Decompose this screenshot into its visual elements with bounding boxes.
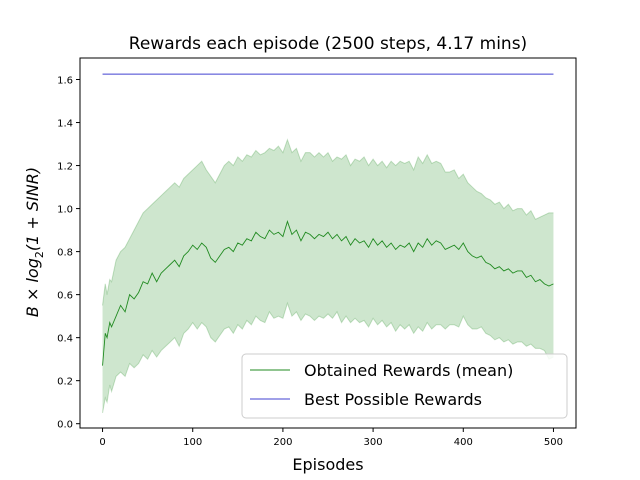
axes-frame bbox=[79, 57, 577, 429]
legend: Obtained Rewards (mean) Best Possible Re… bbox=[241, 353, 568, 419]
y-axis-title: B × log2(1 + SINR) bbox=[23, 167, 46, 317]
y-tick-label: 0.8 bbox=[57, 248, 73, 259]
chart-title: Rewards each episode (2500 steps, 4.17 m… bbox=[129, 34, 527, 54]
obtained-rewards-band-lower bbox=[102, 301, 554, 414]
x-axis-title: Episodes bbox=[292, 455, 363, 474]
legend-label-best: Best Possible Rewards bbox=[304, 390, 482, 409]
obtained-rewards-line bbox=[102, 220, 554, 366]
x-tick-label: 500 bbox=[544, 437, 563, 448]
x-tick-label: 300 bbox=[364, 437, 383, 448]
y-tick-label: 1.0 bbox=[57, 205, 73, 216]
plot-area bbox=[102, 73, 554, 414]
x-tick-label: 0 bbox=[99, 437, 105, 448]
axes: 0 100 200 300 400 500 0.0 0.2 0.4 0.6 0.8 1.0 1.2 1.4… bbox=[57, 57, 577, 448]
y-tick-label: 1.2 bbox=[57, 162, 73, 173]
legend-box bbox=[241, 353, 568, 419]
y-axis-title-pre: B × log bbox=[23, 258, 42, 317]
obtained-rewards-band bbox=[102, 139, 554, 413]
x-tick-label: 400 bbox=[454, 437, 473, 448]
y-tick-label: 1.4 bbox=[57, 119, 73, 130]
x-tick-label: 200 bbox=[273, 437, 292, 448]
y-tick-label: 0.2 bbox=[57, 377, 73, 388]
y-tick-label: 1.6 bbox=[57, 76, 73, 87]
x-tick-label: 100 bbox=[183, 437, 202, 448]
y-axis-title-post: (1 + SINR) bbox=[23, 167, 42, 251]
y-tick-label: 0.6 bbox=[57, 291, 73, 302]
y-tick-label: 0.4 bbox=[57, 334, 73, 345]
y-axis-title-sub: 2 bbox=[33, 251, 46, 258]
obtained-rewards-band-upper bbox=[102, 138, 554, 306]
legend-label-obtained: Obtained Rewards (mean) bbox=[304, 361, 513, 380]
y-tick-label: 0.0 bbox=[57, 420, 73, 431]
